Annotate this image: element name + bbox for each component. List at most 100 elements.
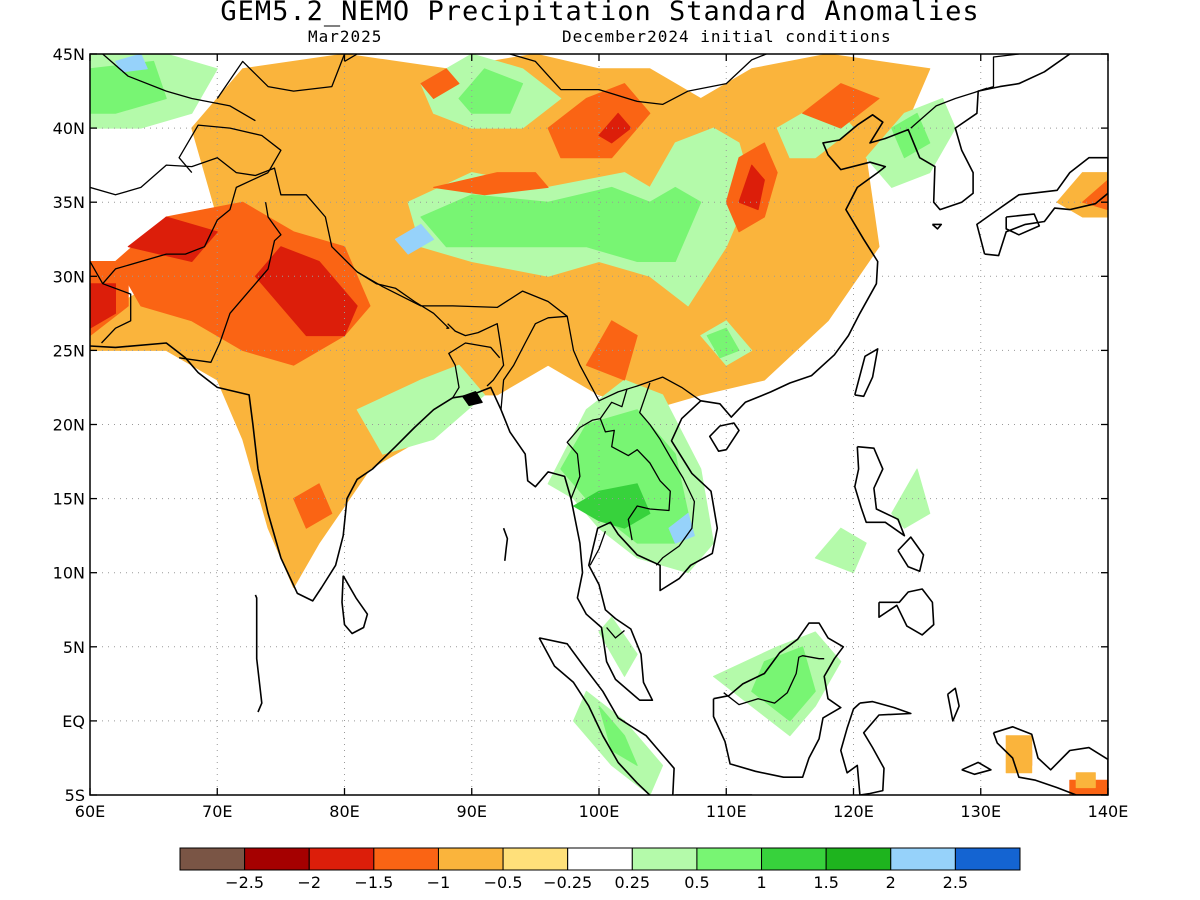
lat-label: 40N xyxy=(53,119,85,138)
lon-label: 100E xyxy=(579,802,620,821)
lat-label: 45N xyxy=(53,45,85,64)
colorbar-swatch xyxy=(373,847,439,871)
colorbar-label: −0.5 xyxy=(484,873,523,892)
longitude-axis: 60E 70E 80E 90E 100E 110E 120E 130E 140E xyxy=(75,54,1129,821)
delta-islands xyxy=(462,391,483,407)
anomaly-patch-34 xyxy=(738,164,765,211)
lat-label: 20N xyxy=(53,416,85,435)
coastline-3 xyxy=(854,348,879,398)
anomaly-patch-39 xyxy=(420,68,460,99)
border-21 xyxy=(978,54,1019,92)
lon-label: 130E xyxy=(960,802,1001,821)
lat-label: 35N xyxy=(53,193,85,212)
colorbar-label: 2.5 xyxy=(943,873,968,892)
map-title: GEM5.2_NEMO Precipitation Standard Anoma… xyxy=(220,0,980,27)
lat-label: 30N xyxy=(53,267,85,286)
border-19 xyxy=(828,54,829,55)
coastline-4 xyxy=(538,637,675,795)
colorbar-label: −2 xyxy=(297,873,321,892)
colorbar-swatch xyxy=(954,847,1021,871)
border-0 xyxy=(90,157,702,402)
anomaly-patch-4 xyxy=(420,186,702,262)
border-4 xyxy=(356,271,450,329)
anomaly-patch-11 xyxy=(751,646,816,722)
colorbar-label: 2 xyxy=(886,873,896,892)
border-8 xyxy=(566,417,671,541)
coastline-8 xyxy=(878,588,935,636)
anomaly-patch-20 xyxy=(356,364,485,455)
anomaly-patch-23 xyxy=(394,223,435,255)
lat-label: 15N xyxy=(53,490,85,509)
lon-label: 110E xyxy=(706,802,747,821)
coastline-9 xyxy=(897,536,925,572)
forecast-month: Mar2025 xyxy=(308,27,383,46)
coastline-11 xyxy=(976,156,1108,257)
border-3 xyxy=(179,202,282,363)
border-7 xyxy=(500,315,568,410)
lat-label: 5N xyxy=(63,638,85,657)
colorbar-swatch xyxy=(567,847,633,871)
anomaly-patch-45 xyxy=(1005,735,1033,774)
anomaly-patch-30 xyxy=(90,283,116,329)
coastline-13 xyxy=(931,223,943,230)
coastline-17 xyxy=(254,594,263,713)
anomaly-patch-36 xyxy=(433,172,549,196)
lat-label: EQ xyxy=(62,712,85,731)
initial-conditions-label: December2024 initial conditions xyxy=(562,27,892,46)
border-9 xyxy=(599,388,628,419)
colorbar-label: 1.5 xyxy=(813,873,838,892)
lon-label: 70E xyxy=(202,802,232,821)
latitude-axis: 45N 40N 35N 30N 25N 20N 15N 10N 5N EQ 5S xyxy=(53,45,1108,805)
colorbar-label: 0.5 xyxy=(684,873,709,892)
border-1 xyxy=(102,172,269,285)
coastline-6 xyxy=(840,700,912,795)
border-15 xyxy=(178,124,282,174)
lon-label: 120E xyxy=(833,802,874,821)
coastline-10 xyxy=(992,726,1108,795)
coastline-7 xyxy=(854,445,906,537)
anomaly-patch-35 xyxy=(802,83,880,129)
coastline-0 xyxy=(90,54,1071,701)
border-17 xyxy=(344,54,378,62)
colorbar-swatch xyxy=(631,847,698,871)
colorbar-swatch xyxy=(696,847,763,871)
colorbar-label: −1 xyxy=(427,873,451,892)
anomaly-patch-6 xyxy=(458,68,524,114)
colorbar-swatch xyxy=(437,847,504,871)
colorbar-swatch xyxy=(502,847,569,871)
coastline-15 xyxy=(946,687,960,722)
colorbar-label: 0.25 xyxy=(614,873,650,892)
coastlines xyxy=(90,54,1108,795)
border-16 xyxy=(102,54,256,122)
border-11 xyxy=(589,530,607,566)
colorbar-swatch xyxy=(308,847,375,871)
colorbar-label: −2.5 xyxy=(225,873,264,892)
border-2 xyxy=(90,261,132,344)
anomaly-patch-9 xyxy=(573,483,651,529)
border-10 xyxy=(639,382,696,566)
coastline-12 xyxy=(1005,213,1041,236)
lat-label: 5S xyxy=(65,786,85,805)
colorbar-label: −0.25 xyxy=(543,873,592,892)
border-12 xyxy=(606,627,625,639)
border-14 xyxy=(216,54,346,99)
coastline-2 xyxy=(341,575,369,635)
border-18 xyxy=(507,54,769,106)
lat-label: 25N xyxy=(53,341,85,360)
lon-label: 80E xyxy=(329,802,359,821)
anomaly-patch-28 xyxy=(254,246,358,337)
coastline-14 xyxy=(961,761,992,776)
anomaly-patch-21 xyxy=(814,527,867,574)
lon-label: 60E xyxy=(75,802,105,821)
coastline-1 xyxy=(708,422,740,452)
anomaly-patch-37 xyxy=(585,320,638,381)
lon-label: 90E xyxy=(457,802,487,821)
border-5 xyxy=(447,323,505,387)
colorbar-swatch xyxy=(825,847,892,871)
colorbar-label: −1.5 xyxy=(354,873,393,892)
colorbar: −2.5 −2 −1.5 −1 −0.5 −0.25 0.25 0.5 1 1.5 2 2.5 xyxy=(179,847,1021,892)
lon-label: 140E xyxy=(1088,802,1129,821)
colorbar-swatch xyxy=(179,847,246,871)
anomaly-patch-13 xyxy=(598,705,638,766)
